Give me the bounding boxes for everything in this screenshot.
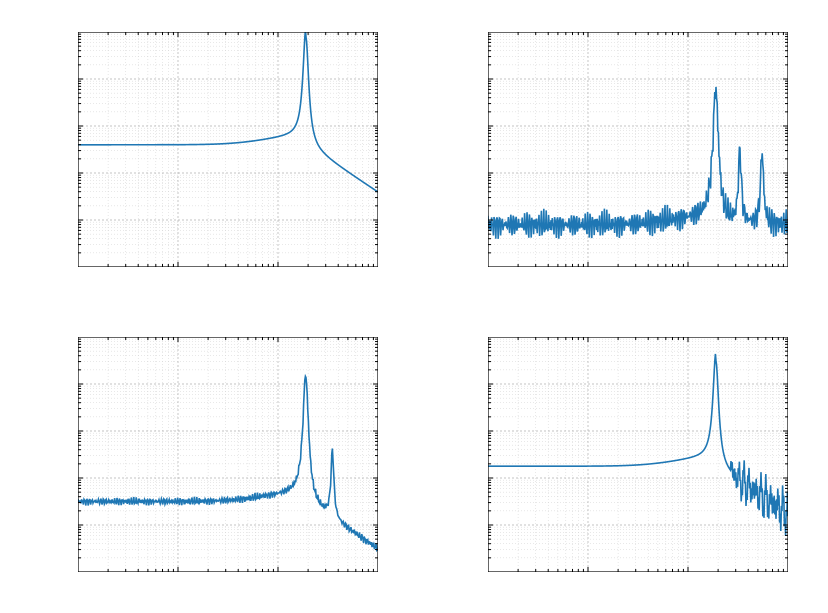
series-line bbox=[78, 376, 378, 550]
chart-panel-top-right bbox=[488, 32, 788, 267]
series-line bbox=[488, 87, 788, 239]
chart-panel-bottom-left bbox=[78, 337, 378, 572]
chart-panel-top-left bbox=[78, 32, 378, 267]
chart-panel-bottom-right bbox=[488, 337, 788, 572]
figure bbox=[0, 0, 828, 613]
